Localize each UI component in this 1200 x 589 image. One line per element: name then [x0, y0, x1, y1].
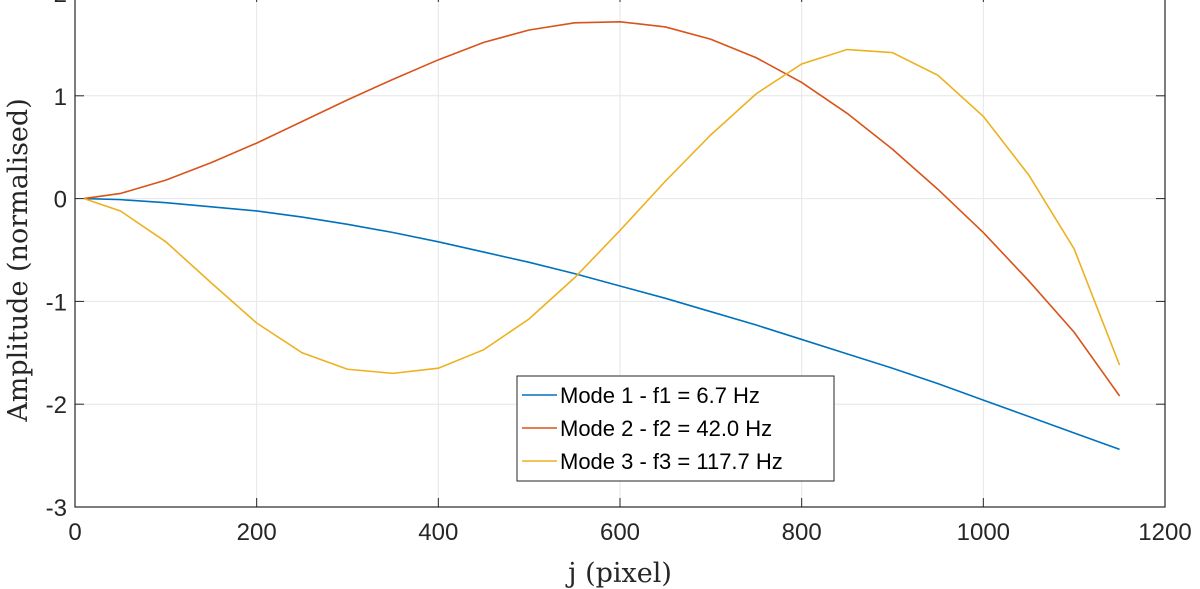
legend-label: Mode 3 - f3 = 117.7 Hz — [560, 449, 783, 474]
y-tick-label: -3 — [46, 495, 67, 522]
series-line-mode-1 — [84, 197, 1120, 451]
legend: Mode 1 - f1 = 6.7 Hz Mode 2 - f2 = 42.0 H… — [516, 375, 835, 482]
y-axis-label: Amplitude (normalised) — [3, 98, 34, 422]
series-line-mode-2 — [83, 20, 1121, 397]
y-tick-label: -2 — [46, 392, 67, 419]
legend-label: Mode 1 - f1 = 6.7 Hz — [560, 383, 760, 408]
x-tick-label: 800 — [782, 519, 822, 546]
x-tick-label: 400 — [418, 519, 458, 546]
series-line-mode-3 — [83, 48, 1121, 375]
tick-labels: 0 200 400 600 800 1000 1200 -3 -2 -1 0 1 2 — [46, 0, 1192, 546]
x-tick-label: 1000 — [957, 519, 1010, 546]
x-tick-label: 600 — [600, 519, 640, 546]
y-tick-label: -1 — [46, 289, 67, 316]
y-tick-label: 2 — [54, 0, 67, 8]
y-tick-label: 1 — [54, 84, 67, 111]
axis-layer — [74, 0, 1166, 508]
legend-box — [516, 375, 835, 482]
x-tick-label: 200 — [237, 519, 277, 546]
series-layer — [83, 20, 1121, 451]
x-tick-label: 1200 — [1138, 519, 1191, 546]
legend-items: Mode 1 - f1 = 6.7 Hz Mode 2 - f2 = 42.0 H… — [522, 383, 783, 474]
x-tick-label: 0 — [68, 519, 81, 546]
legend-label: Mode 2 - f2 = 42.0 Hz — [560, 416, 772, 441]
x-axis-label: j (pixel) — [565, 558, 672, 589]
y-tick-label: 0 — [54, 187, 67, 214]
